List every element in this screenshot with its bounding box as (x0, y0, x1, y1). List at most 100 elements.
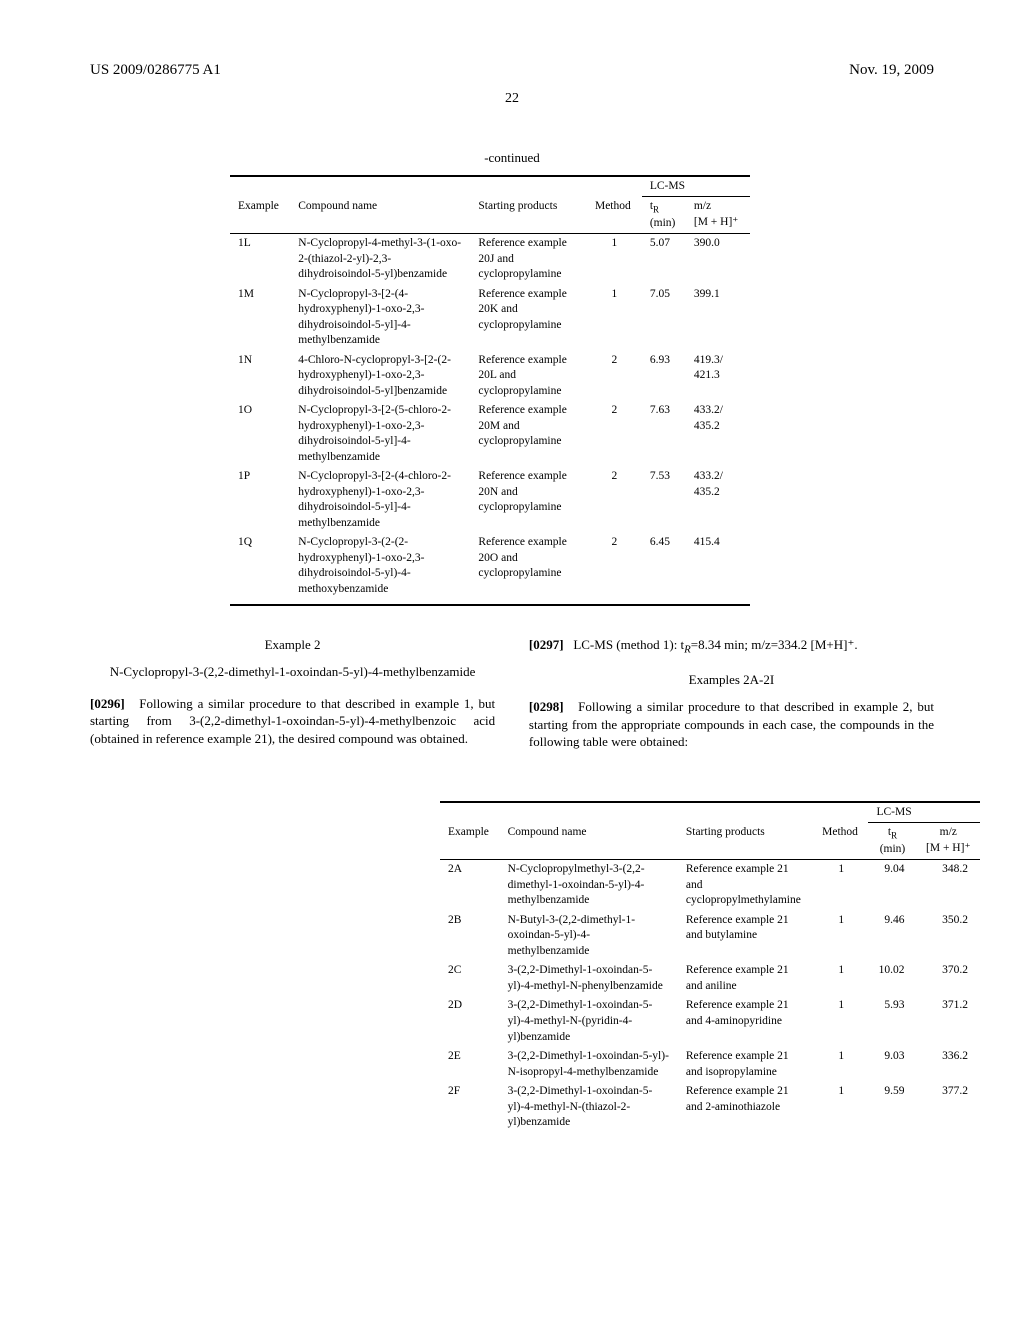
cell-ex: 1O (230, 401, 290, 467)
cell-compound: N-Cyclopropyl-3-[2-(5-chloro-2-hydroxyph… (290, 401, 470, 467)
table-row: 1QN-Cyclopropyl-3-(2-(2-hydroxyphenyl)-1… (230, 533, 750, 599)
cell-starting: Reference example 20J and cyclopropylami… (470, 234, 587, 285)
table-row: 2F3-(2,2-Dimethyl-1-oxoindan-5-yl)-4-met… (440, 1082, 980, 1133)
cell-tr: 7.63 (642, 401, 686, 467)
para-num: [0298] (529, 699, 564, 714)
cell-starting: Reference example 20N and cyclopropylami… (470, 467, 587, 533)
table-row: 1ON-Cyclopropyl-3-[2-(5-chloro-2-hydroxy… (230, 401, 750, 467)
cell-ex: 2A (440, 860, 500, 911)
cell-method: 2 (587, 351, 642, 402)
example-2-compound: N-Cyclopropyl-3-(2,2-dimethyl-1-oxoindan… (90, 663, 495, 681)
cell-tr: 7.05 (642, 285, 686, 351)
col-mz-2: m/z[M + H]⁺ (917, 823, 980, 860)
right-column: [0297] LC-MS (method 1): tR=8.34 min; m/… (529, 636, 934, 761)
cell-ex: 1P (230, 467, 290, 533)
cell-method: 1 (814, 860, 868, 911)
cell-starting: Reference example 20K and cyclopropylami… (470, 285, 587, 351)
cell-tr: 9.46 (868, 911, 916, 962)
cell-compound: N-Butyl-3-(2,2-dimethyl-1-oxoindan-5-yl)… (500, 911, 678, 962)
cell-starting: Reference example 21 and butylamine (678, 911, 814, 962)
doc-number: US 2009/0286775 A1 (90, 60, 221, 80)
col-example: Example (230, 197, 290, 234)
table-row: 1PN-Cyclopropyl-3-[2-(4-chloro-2-hydroxy… (230, 467, 750, 533)
cell-compound: 3-(2,2-Dimethyl-1-oxoindan-5-yl)-4-methy… (500, 961, 678, 996)
cell-starting: Reference example 20M and cyclopropylami… (470, 401, 587, 467)
col-tr: tR(min) (642, 197, 686, 234)
cell-compound: 3-(2,2-Dimethyl-1-oxoindan-5-yl)-4-methy… (500, 1082, 678, 1133)
cell-starting: Reference example 21 and aniline (678, 961, 814, 996)
cell-ex: 2B (440, 911, 500, 962)
cell-compound: N-Cyclopropyl-4-methyl-3-(1-oxo-2-(thiaz… (290, 234, 470, 285)
para-text: LC-MS (method 1): tR=8.34 min; m/z=334.2… (573, 637, 857, 652)
cell-ex: 2C (440, 961, 500, 996)
cell-starting: Reference example 21 and isopropylamine (678, 1047, 814, 1082)
cell-compound: N-Cyclopropyl-3-(2-(2-hydroxyphenyl)-1-o… (290, 533, 470, 599)
cell-starting: Reference example 20O and cyclopropylami… (470, 533, 587, 599)
cell-tr: 5.93 (868, 996, 916, 1047)
table-row: 2E3-(2,2-Dimethyl-1-oxoindan-5-yl)-N-iso… (440, 1047, 980, 1082)
cell-method: 1 (814, 911, 868, 962)
para-0296: [0296] Following a similar procedure to … (90, 695, 495, 748)
cell-ex: 1N (230, 351, 290, 402)
cell-ex: 1M (230, 285, 290, 351)
cell-method: 1 (814, 1047, 868, 1082)
cell-ex: 1L (230, 234, 290, 285)
cell-mz: 415.4 (686, 533, 750, 599)
col-compound: Compound name (290, 197, 470, 234)
table-row: 1LN-Cyclopropyl-4-methyl-3-(1-oxo-2-(thi… (230, 234, 750, 285)
col-mz: m/z[M + H]⁺ (686, 197, 750, 234)
cell-compound: 3-(2,2-Dimethyl-1-oxoindan-5-yl)-N-isopr… (500, 1047, 678, 1082)
cell-mz: 336.2 (917, 1047, 980, 1082)
cell-mz: 370.2 (917, 961, 980, 996)
cell-method: 2 (587, 533, 642, 599)
cell-tr: 6.45 (642, 533, 686, 599)
para-text: Following a similar procedure to that de… (90, 696, 495, 746)
cell-mz: 390.0 (686, 234, 750, 285)
cell-starting: Reference example 20L and cyclopropylami… (470, 351, 587, 402)
page-header: US 2009/0286775 A1 Nov. 19, 2009 (90, 60, 934, 80)
col-example-2: Example (440, 823, 500, 860)
cell-mz: 419.3/421.3 (686, 351, 750, 402)
cell-method: 1 (587, 285, 642, 351)
doc-date: Nov. 19, 2009 (849, 60, 934, 80)
cell-method: 1 (814, 1082, 868, 1133)
cell-compound: N-Cyclopropylmethyl-3-(2,2-dimethyl-1-ox… (500, 860, 678, 911)
cell-tr: 6.93 (642, 351, 686, 402)
cell-mz: 399.1 (686, 285, 750, 351)
cell-starting: Reference example 21 and 2-aminothiazole (678, 1082, 814, 1133)
para-text: Following a similar procedure to that de… (529, 699, 934, 749)
table-2: LC-MS Example Compound name Starting pro… (440, 801, 980, 1133)
cell-compound: 3-(2,2-Dimethyl-1-oxoindan-5-yl)-4-methy… (500, 996, 678, 1047)
cell-method: 1 (587, 234, 642, 285)
cell-method: 2 (587, 467, 642, 533)
cell-tr: 10.02 (868, 961, 916, 996)
cell-ex: 2D (440, 996, 500, 1047)
para-num: [0297] (529, 637, 564, 652)
col-starting: Starting products (470, 197, 587, 234)
cell-tr: 9.59 (868, 1082, 916, 1133)
lcms-header: LC-MS (642, 176, 750, 197)
examples-2a-2i-title: Examples 2A-2I (529, 671, 934, 689)
cell-method: 2 (587, 401, 642, 467)
cell-tr: 7.53 (642, 467, 686, 533)
left-column: Example 2 N-Cyclopropyl-3-(2,2-dimethyl-… (90, 636, 495, 761)
cell-mz: 350.2 (917, 911, 980, 962)
para-0298: [0298] Following a similar procedure to … (529, 698, 934, 751)
cell-starting: Reference example 21 and cyclopropylmeth… (678, 860, 814, 911)
cell-mz: 371.2 (917, 996, 980, 1047)
col-method: Method (587, 197, 642, 234)
table-row: 2D3-(2,2-Dimethyl-1-oxoindan-5-yl)-4-met… (440, 996, 980, 1047)
table-row: 2C3-(2,2-Dimethyl-1-oxoindan-5-yl)-4-met… (440, 961, 980, 996)
table-row: 2BN-Butyl-3-(2,2-dimethyl-1-oxoindan-5-y… (440, 911, 980, 962)
cell-ex: 2F (440, 1082, 500, 1133)
cell-starting: Reference example 21 and 4-aminopyridine (678, 996, 814, 1047)
page-number: 22 (90, 90, 934, 109)
cell-tr: 9.03 (868, 1047, 916, 1082)
table-row: 2AN-Cyclopropylmethyl-3-(2,2-dimethyl-1-… (440, 860, 980, 911)
table-row: 1MN-Cyclopropyl-3-[2-(4-hydroxyphenyl)-1… (230, 285, 750, 351)
cell-compound: 4-Chloro-N-cyclopropyl-3-[2-(2-hydroxyph… (290, 351, 470, 402)
cell-ex: 1Q (230, 533, 290, 599)
cell-method: 1 (814, 996, 868, 1047)
col-compound-2: Compound name (500, 823, 678, 860)
para-num: [0296] (90, 696, 125, 711)
